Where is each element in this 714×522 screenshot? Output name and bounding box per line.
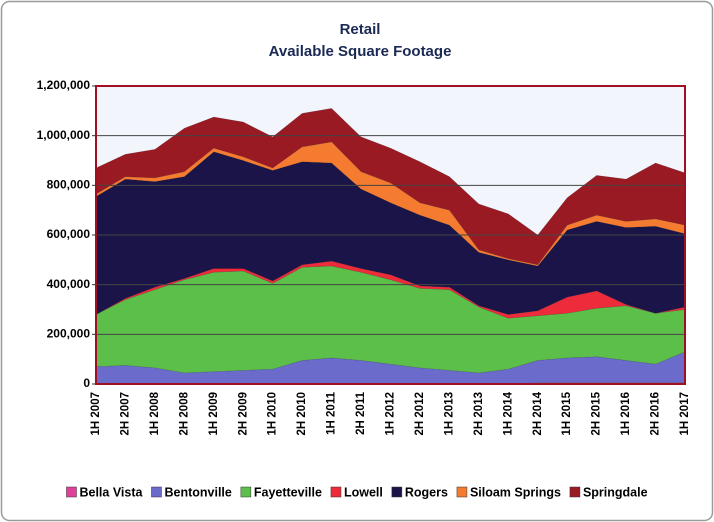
x-tick-label: 1H 2013	[443, 392, 455, 435]
legend-swatch	[330, 486, 342, 498]
x-tick-label: 2H 2007	[119, 392, 131, 435]
legend-swatch	[240, 486, 252, 498]
x-tick-label: 1H 2007	[90, 392, 102, 435]
x-tick-label: 2H 2014	[532, 391, 544, 435]
y-tick-label: 1,000,000	[37, 128, 91, 142]
x-tick-label: 1H 2008	[149, 391, 161, 435]
x-tick-label: 2H 2015	[591, 391, 603, 435]
x-tick-label: 1H 2015	[561, 391, 573, 435]
legend-swatch	[66, 486, 77, 498]
x-tick-label: 2H 2013	[473, 392, 485, 435]
legend-swatch	[151, 486, 162, 498]
y-tick-label: 600,000	[47, 227, 91, 241]
legend-label: Bentonville	[164, 485, 231, 499]
x-tick-label: 2H 2011	[355, 391, 367, 434]
y-tick-label: 200,000	[47, 327, 91, 341]
x-tick-label: 1H 2014	[502, 391, 514, 435]
chart-subtitle: Available Square Footage	[269, 43, 452, 60]
y-tick-label: 1,200,000	[37, 78, 91, 92]
x-tick-label: 2H 2008	[178, 391, 190, 435]
legend-label: Rogers	[405, 485, 448, 499]
y-tick-label: 0	[83, 376, 90, 390]
legend-swatch	[569, 486, 581, 498]
x-tick-label: 2H 2016	[650, 392, 662, 435]
x-tick-label: 1H 2012	[385, 392, 397, 435]
legend-label: Siloam Springs	[470, 485, 561, 499]
legend-label: Lowell	[344, 485, 383, 499]
legend-label: Springdale	[583, 485, 648, 499]
plot-border	[95, 85, 686, 385]
y-tick-label: 800,000	[47, 178, 91, 192]
x-tick-label: 1H 2016	[620, 392, 632, 435]
x-tick-label: 2H 2012	[414, 392, 426, 435]
x-tick-label: 2H 2010	[296, 392, 308, 435]
x-tick-label: 1H 2011	[326, 391, 338, 434]
y-tick-label: 400,000	[47, 277, 91, 291]
legend-label: Fayetteville	[254, 485, 322, 499]
x-tick-label: 2H 2009	[237, 392, 249, 435]
legend-swatch	[391, 486, 403, 498]
x-tick-label: 1H 2010	[267, 392, 279, 435]
legend-swatch	[456, 486, 468, 498]
x-tick-label: 1H 2009	[208, 392, 220, 435]
legend-label: Bella Vista	[79, 485, 143, 499]
x-tick-label: 1H 2017	[679, 392, 691, 435]
chart-title: Retail	[340, 21, 381, 38]
